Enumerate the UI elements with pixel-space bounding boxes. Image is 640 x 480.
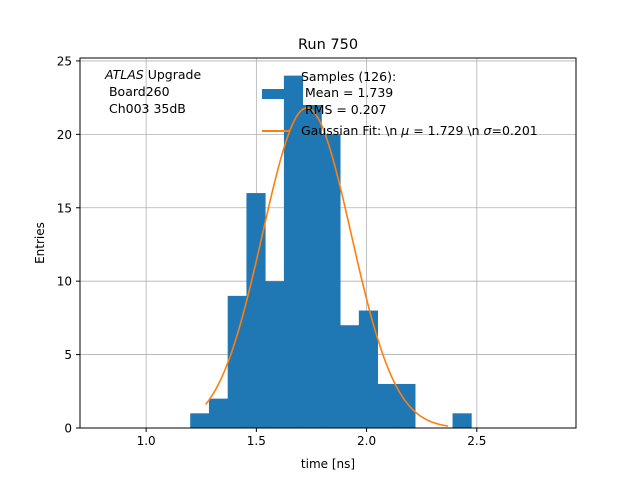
x-tick-label: 1.0 bbox=[137, 434, 156, 448]
y-tick-label: 0 bbox=[64, 422, 72, 436]
legend-fit-sigma: σ bbox=[484, 123, 493, 138]
histogram-bars bbox=[190, 75, 472, 428]
y-axis-ticks: 0 5 10 15 20 25 bbox=[57, 54, 80, 436]
legend-samples-line-2: Mean = 1.739 bbox=[301, 85, 393, 100]
gaussian-fit-curve bbox=[205, 107, 449, 427]
y-tick-label: 20 bbox=[57, 128, 72, 142]
annotation-atlas-text: ATLAS bbox=[104, 67, 144, 82]
y-tick-label: 25 bbox=[57, 54, 72, 68]
fit-curve-group bbox=[205, 107, 449, 427]
annotation-upgrade-text: Upgrade bbox=[144, 67, 202, 82]
histogram-bar bbox=[377, 383, 397, 428]
x-tick-label: 2.0 bbox=[357, 434, 376, 448]
y-tick-label: 10 bbox=[57, 275, 72, 289]
x-axis-ticks: 1.0 1.5 2.0 2.5 bbox=[137, 428, 486, 448]
legend-fit-part-3: =0.201 bbox=[491, 123, 537, 138]
histogram-bar bbox=[340, 325, 360, 428]
histogram-bar bbox=[190, 413, 210, 428]
histogram-bar bbox=[321, 134, 341, 428]
plot-frame bbox=[79, 57, 577, 429]
legend-fit-mu: μ bbox=[400, 123, 409, 138]
legend-samples-line-1: Samples (126): bbox=[301, 69, 396, 84]
annotation-line-3: Ch003 35dB bbox=[105, 101, 186, 116]
legend-fit-part-1: Gaussian Fit: \n bbox=[301, 123, 401, 138]
legend-samples-swatch bbox=[262, 89, 290, 99]
y-axis-label: Entries bbox=[33, 222, 47, 264]
x-tick-label: 1.5 bbox=[247, 434, 266, 448]
legend-fit-label: Gaussian Fit: \n μ = 1.729 \n σ=0.201 bbox=[301, 123, 538, 138]
histogram-bar bbox=[227, 295, 247, 428]
histogram-bar bbox=[265, 281, 285, 428]
annotation-line-1: ATLAS Upgrade bbox=[104, 67, 201, 82]
histogram-bar bbox=[283, 75, 304, 428]
y-tick-label: 15 bbox=[57, 201, 72, 215]
x-axis-label: time [ns] bbox=[301, 457, 355, 471]
x-tick-label: 2.5 bbox=[467, 434, 486, 448]
annotation-line-2: Board260 bbox=[105, 84, 170, 99]
histogram-bar bbox=[302, 104, 322, 428]
legend: Samples (126): Mean = 1.739 RMS = 0.207 … bbox=[262, 69, 538, 138]
y-tick-label: 5 bbox=[64, 348, 72, 362]
histogram-bar bbox=[452, 413, 472, 428]
annotation-box: ATLAS Upgrade Board260 Ch003 35dB bbox=[104, 67, 201, 116]
chart-title: Run 750 bbox=[298, 37, 358, 53]
histogram-bar bbox=[358, 310, 378, 428]
legend-samples-line-3: RMS = 0.207 bbox=[301, 102, 387, 117]
legend-fit-part-2: = 1.729 \n bbox=[409, 123, 483, 138]
histogram-bar bbox=[208, 398, 229, 428]
histogram-bar bbox=[246, 193, 266, 428]
